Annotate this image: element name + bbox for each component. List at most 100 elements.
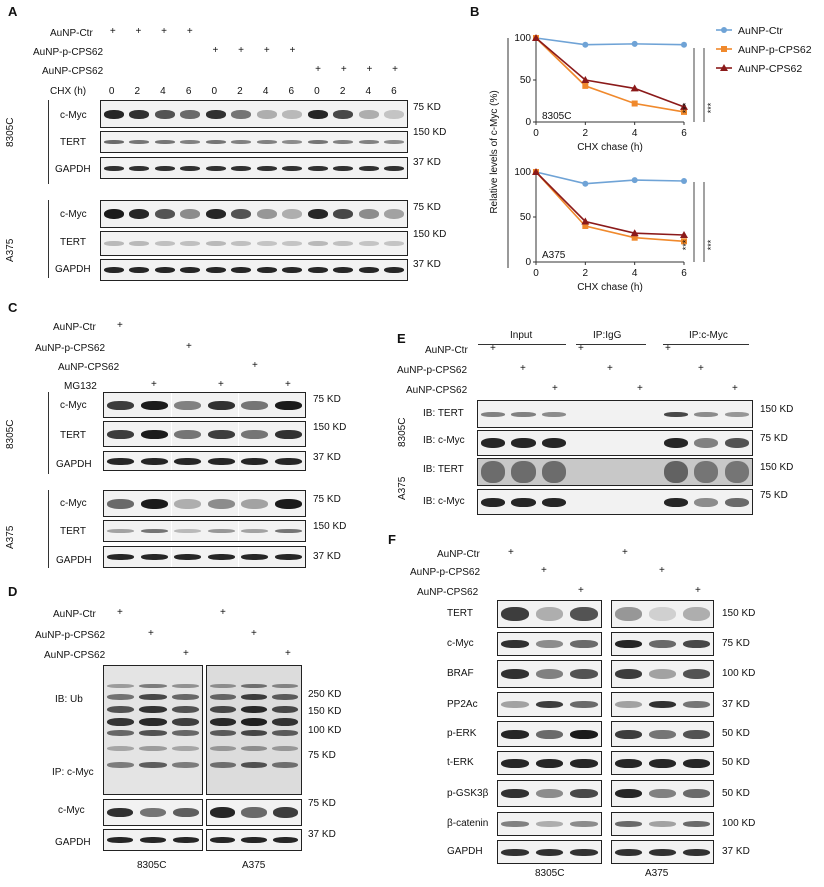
data-point [681,238,687,245]
blot-band [106,746,135,751]
blot-band [307,209,328,219]
blot-f-8305c [497,660,602,688]
blot-band [139,684,167,688]
chx-time-label: 4 [365,86,372,97]
plus-mark: + [698,363,704,374]
bracket-c-8305c [48,392,49,474]
plus-mark: + [117,607,123,618]
protein-label: p-GSK3β [447,787,489,799]
kd-marker: 75 KD [313,494,341,505]
blot-band [174,554,202,560]
blot-band [481,461,506,483]
kd-marker: 75 KD [308,798,336,809]
blot-band [307,241,328,246]
blot-band [541,411,567,417]
blot-band [231,267,252,273]
blot-f-a375 [611,660,714,688]
blot-band [241,837,267,843]
blot-band [384,267,405,273]
plus-mark: + [695,585,701,596]
plus-mark: + [251,628,257,639]
plus-mark: + [212,45,219,56]
blot-band [207,429,235,439]
label-aunp-ctr: AuNP-Ctr [53,609,96,620]
blot-a-8305c-cmyc [100,100,408,128]
blot-band [209,684,236,688]
chx-time-label: 2 [339,86,346,97]
blot-band [358,241,379,246]
kd-marker: 75 KD [760,490,788,501]
blot-e-8305c-cmyc [477,430,753,456]
cell-line-8305c-f: 8305C [535,868,565,879]
blot-d-8305c-ub [103,665,203,795]
blot-band [180,209,201,219]
plus-mark: + [392,64,398,75]
significance-mark: *** [681,239,691,250]
blot-band [272,762,299,768]
kd-marker: 37 KD [413,157,441,168]
plus-mark: + [285,379,291,390]
blot-band [207,529,235,533]
blot-band [358,209,379,219]
blot-band [129,209,150,219]
blot-band [140,554,168,560]
blot-band [570,789,598,798]
protein-tert: TERT [60,430,86,441]
cell-line-8305c-e: 8305C [397,417,408,447]
blot-a-a375-tert [100,231,408,256]
blot-band [256,109,277,119]
blot-c-8305c-tert [103,421,306,447]
blot-band [240,694,268,700]
blot-d-a375-cmyc [206,799,302,826]
blot-band [272,746,299,751]
blot-f-a375 [611,692,714,717]
data-point [681,178,687,184]
blot-band [241,529,269,533]
kd-marker: 150 KD [760,404,794,415]
blot-band [274,529,302,533]
x-tick-label: 6 [681,128,687,139]
cell-line-8305c-d: 8305C [137,860,167,871]
blot-band [180,267,201,273]
protein-tert: TERT [60,137,86,148]
protein-label: β-catenin [447,818,489,829]
blot-band [129,165,150,171]
blot-band [649,789,676,798]
blot-band [241,429,269,439]
cell-line-a375-e: A375 [397,476,408,500]
plus-mark: + [622,547,628,558]
blot-band [682,640,710,648]
blot-band [140,457,168,465]
cell-line-8305c-a: 8305C [5,117,16,147]
panel-label-b: B [470,4,480,19]
blot-f-a375 [611,840,714,864]
blot-f-a375 [611,600,714,628]
blot-band [241,807,267,818]
blot-band [256,140,277,144]
blot-band [663,438,689,448]
plus-mark: + [315,64,321,75]
protein-gapdh: GAPDH [56,459,92,470]
blot-band [107,498,135,509]
blot-band [663,461,689,483]
label-aunp-p-cps62: AuNP-p-CPS62 [33,47,104,58]
blot-band [205,165,226,171]
protein-cmyc: c-Myc [60,498,87,509]
blot-band [694,461,719,483]
blot-band [171,762,200,768]
blot-f-8305c [497,751,602,775]
label-chx-h: CHX (h) [50,86,87,97]
blot-divider [238,452,239,470]
blot-band [231,241,252,246]
blot-band [570,640,598,648]
blot-band [209,762,236,768]
kd-marker: 100 KD [722,818,756,829]
blot-band [129,140,150,144]
blot-f-a375 [611,632,714,656]
blot-band [307,267,328,273]
data-point [681,41,687,48]
blot-band [272,730,299,736]
kd-marker: 50 KD [722,728,750,739]
x-tick-label: 2 [583,128,589,139]
e-input-line [478,344,566,345]
